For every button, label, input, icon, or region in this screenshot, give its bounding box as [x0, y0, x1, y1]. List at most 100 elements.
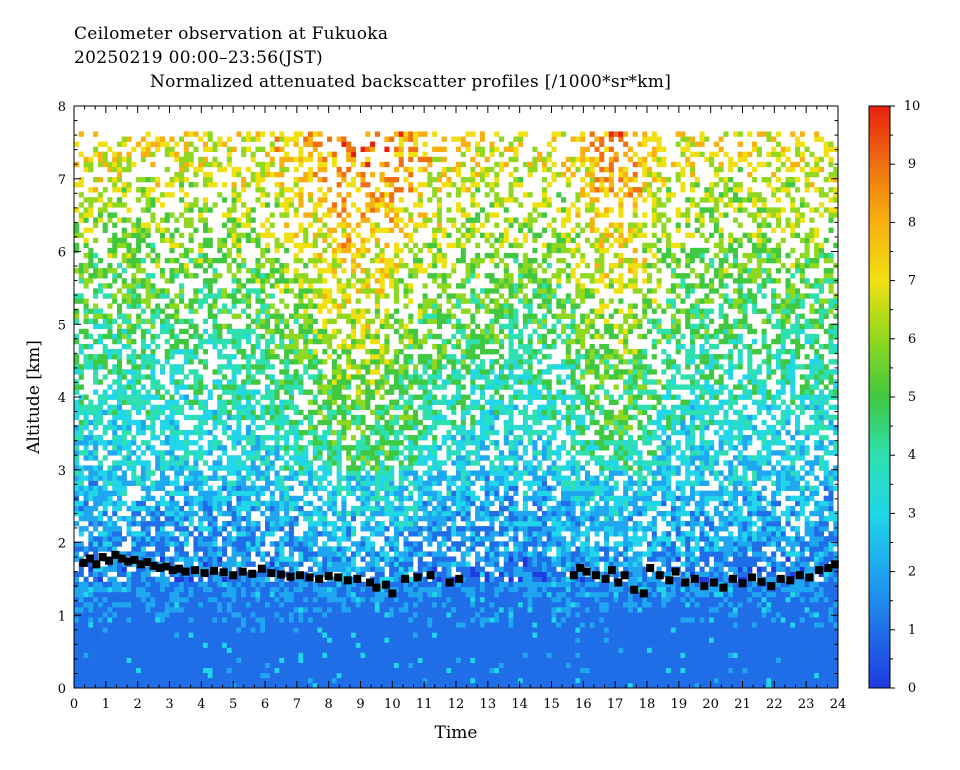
heatmap-cell	[236, 394, 242, 400]
heatmap-cell	[164, 338, 170, 345]
heatmap-cell	[293, 607, 299, 613]
heatmap-cell	[212, 591, 218, 598]
heatmap-cell	[236, 470, 242, 476]
heatmap-cell	[78, 435, 84, 441]
heatmap-cell	[322, 682, 328, 689]
heatmap-cell	[188, 333, 194, 340]
product-title: Normalized attenuated backscatter profil…	[150, 72, 672, 92]
heatmap-cell	[265, 354, 271, 360]
heatmap-cell	[322, 521, 328, 527]
heatmap-cell	[179, 657, 185, 663]
heatmap-cell	[317, 586, 323, 593]
heatmap-cell	[317, 667, 323, 674]
heatmap-cell	[307, 586, 314, 593]
heatmap-cell	[350, 531, 357, 537]
heatmap-cell	[331, 531, 337, 537]
heatmap-cell	[107, 369, 113, 375]
heatmap-cell	[374, 490, 380, 497]
heatmap-cell	[198, 607, 204, 613]
heatmap-cell	[231, 374, 237, 380]
heatmap-cell	[150, 647, 156, 653]
heatmap-cell	[350, 359, 357, 365]
heatmap-cell	[74, 480, 80, 486]
heatmap-cell	[202, 161, 209, 168]
heatmap-cell	[341, 283, 347, 289]
heatmap-cell	[374, 531, 380, 537]
heatmap-cell	[226, 672, 232, 679]
heatmap-cell	[307, 166, 314, 173]
heatmap-cell	[202, 131, 209, 137]
heatmap-cell	[174, 369, 180, 375]
heatmap-cell	[346, 424, 352, 431]
heatmap-cell	[217, 531, 223, 537]
heatmap-cell	[255, 475, 261, 481]
heatmap-cell	[317, 510, 323, 517]
heatmap-cell	[126, 571, 132, 577]
heatmap-cell	[74, 657, 80, 663]
heatmap-cell	[245, 612, 251, 618]
heatmap-cell	[350, 338, 357, 345]
heatmap-cell	[174, 313, 180, 319]
heatmap-cell	[307, 374, 314, 380]
heatmap-cell	[312, 662, 318, 669]
heatmap-cell	[159, 652, 166, 658]
heatmap-cell	[183, 247, 189, 254]
heatmap-cell	[193, 460, 199, 466]
heatmap-cell	[198, 627, 204, 633]
heatmap-cell	[174, 637, 180, 643]
heatmap-cell	[174, 465, 180, 471]
heatmap-cell	[336, 601, 342, 608]
heatmap-cell	[245, 485, 251, 491]
heatmap-cell	[374, 257, 380, 264]
heatmap-cell	[336, 617, 342, 623]
heatmap-cell	[164, 440, 170, 446]
heatmap-cell	[93, 308, 99, 314]
heatmap-cell	[336, 657, 342, 663]
heatmap-cell	[327, 591, 333, 598]
heatmap-cell	[155, 586, 161, 593]
heatmap-cell	[355, 566, 361, 572]
heatmap-cell	[260, 652, 266, 658]
heatmap-cell	[145, 394, 151, 400]
heatmap-cell	[312, 647, 318, 653]
heatmap-cell	[159, 485, 166, 491]
heatmap-cell	[365, 617, 371, 623]
heatmap-cell	[346, 298, 352, 304]
heatmap-cell	[116, 536, 123, 542]
heatmap-cell	[384, 323, 390, 330]
heatmap-cell	[241, 672, 247, 679]
heatmap-cell	[389, 541, 395, 547]
heatmap-cell	[212, 632, 218, 638]
heatmap-cell	[298, 657, 304, 663]
heatmap-cell	[374, 187, 380, 193]
heatmap-cell	[88, 667, 94, 674]
heatmap-cell	[222, 632, 228, 638]
heatmap-cell	[365, 278, 371, 284]
heatmap-cell	[331, 333, 337, 340]
heatmap-cell	[231, 197, 237, 203]
heatmap-cell	[222, 399, 228, 405]
heatmap-cell	[136, 217, 142, 223]
heatmap-cell	[78, 677, 84, 684]
heatmap-cell	[360, 333, 366, 340]
heatmap-cell	[298, 131, 304, 137]
heatmap-cell	[384, 672, 390, 679]
heatmap-cell	[226, 652, 232, 658]
heatmap-cell	[327, 682, 333, 689]
heatmap-cell	[341, 435, 347, 441]
heatmap-cell	[274, 500, 280, 507]
heatmap-cell	[78, 429, 84, 436]
heatmap-cell	[150, 313, 156, 319]
heatmap-cell	[217, 308, 223, 314]
heatmap-cell	[260, 283, 266, 289]
heatmap-cell	[360, 505, 366, 512]
heatmap-cell	[317, 601, 323, 608]
heatmap-cell	[188, 505, 194, 512]
heatmap-cell	[279, 424, 285, 431]
heatmap-cell	[102, 394, 108, 400]
heatmap-cell	[78, 212, 84, 218]
heatmap-cell	[336, 677, 342, 684]
heatmap-cell	[389, 521, 395, 527]
heatmap-cell	[355, 308, 361, 314]
heatmap-cell	[78, 672, 84, 679]
